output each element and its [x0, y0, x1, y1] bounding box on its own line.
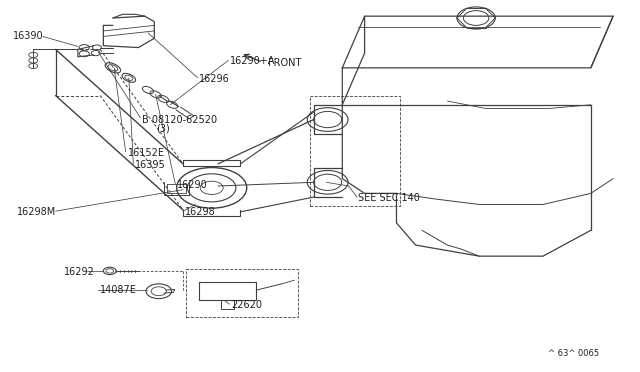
Text: 22620: 22620 — [231, 300, 262, 310]
Text: 16298M: 16298M — [17, 207, 56, 217]
Text: SEE SEC.140: SEE SEC.140 — [358, 193, 420, 203]
Text: 16290+A: 16290+A — [230, 56, 275, 66]
Text: 16395: 16395 — [135, 160, 166, 170]
Text: 16292: 16292 — [64, 267, 95, 277]
Text: 16298: 16298 — [185, 207, 216, 217]
Text: ^ 63^ 0065: ^ 63^ 0065 — [548, 350, 599, 359]
Text: FRONT: FRONT — [268, 58, 301, 68]
Text: 16152E: 16152E — [127, 148, 164, 158]
Text: 16290: 16290 — [177, 180, 207, 190]
Text: B 08120-62520: B 08120-62520 — [141, 115, 217, 125]
Text: (3): (3) — [156, 124, 170, 134]
Text: 16390: 16390 — [13, 32, 44, 41]
Text: 16296: 16296 — [199, 74, 230, 84]
Text: 14087E: 14087E — [100, 285, 137, 295]
